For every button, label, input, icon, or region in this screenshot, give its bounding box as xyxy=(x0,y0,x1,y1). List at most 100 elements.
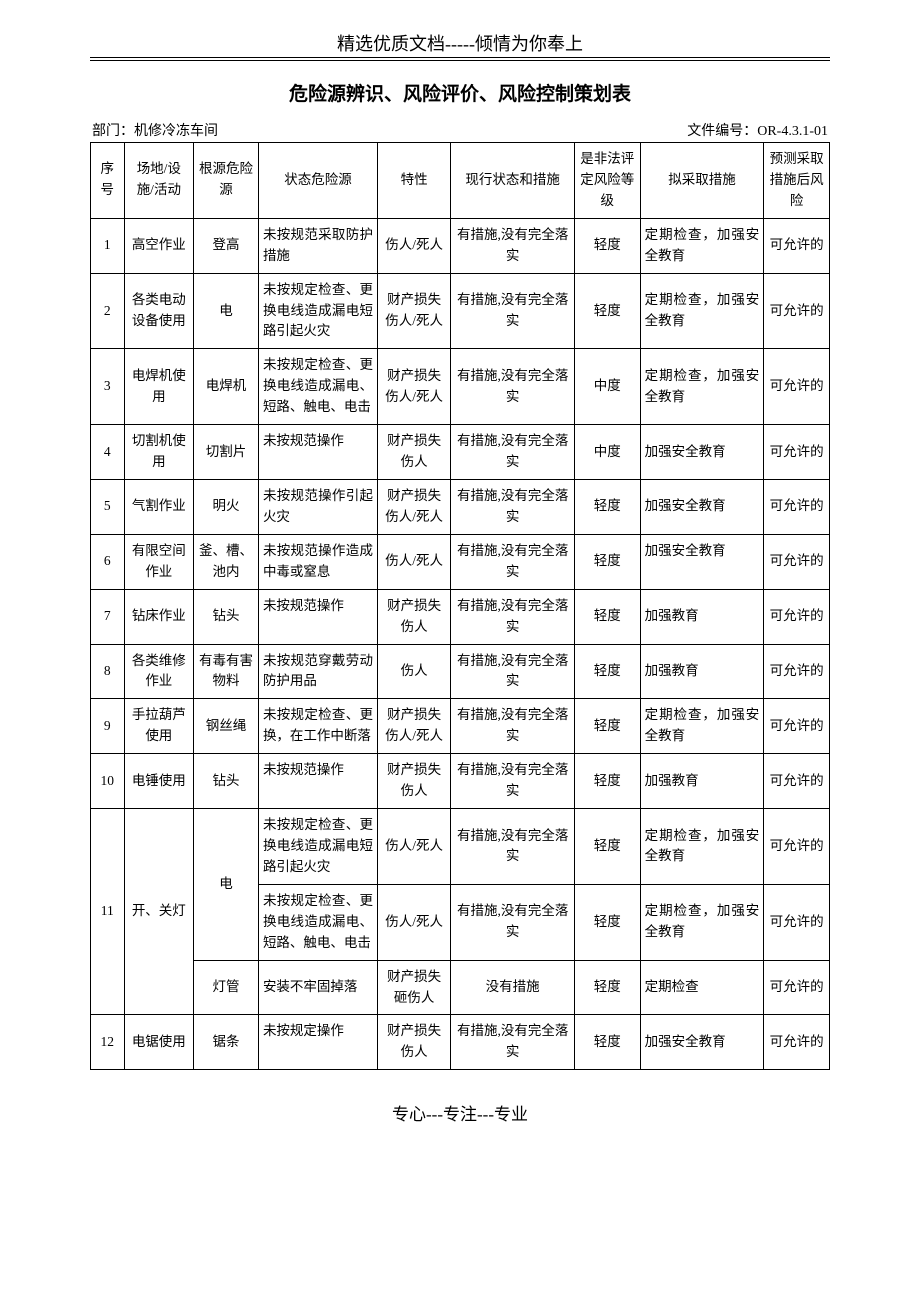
table-cell: 各类维修作业 xyxy=(124,644,193,699)
table-cell: 轻度 xyxy=(574,754,640,809)
table-cell: 轻度 xyxy=(574,218,640,273)
table-cell: 5 xyxy=(91,479,125,534)
table-cell: 伤人/死人 xyxy=(378,884,451,960)
table-row: 11开、关灯电未按规定检查、更换电线造成漏电短路引起火灾伤人/死人有措施,没有完… xyxy=(91,809,830,885)
table-cell: 轻度 xyxy=(574,644,640,699)
table-row: 10电锤使用钻头未按规范操作财产损失伤人有措施,没有完全落实轻度加强教育可允许的 xyxy=(91,754,830,809)
table-cell: 定期检查 xyxy=(640,960,764,1015)
table-cell: 9 xyxy=(91,699,125,754)
table-cell: 加强安全教育 xyxy=(640,1015,764,1070)
document-page: 精选优质文档-----倾情为你奉上 危险源辨识、风险评价、风险控制策划表 部门：… xyxy=(0,0,920,1165)
table-cell: 可允许的 xyxy=(764,699,830,754)
table-cell: 定期检查，加强安全教育 xyxy=(640,218,764,273)
table-cell: 电焊机 xyxy=(194,349,259,425)
table-cell: 加强安全教育 xyxy=(640,425,764,480)
table-cell: 有措施,没有完全落实 xyxy=(451,425,575,480)
table-body: 1高空作业登高未按规范采取防护措施伤人/死人有措施,没有完全落实轻度定期检查，加… xyxy=(91,218,830,1070)
department-label: 部门：机修冷冻车间 xyxy=(92,120,218,140)
table-row: 2各类电动设备使用电未按规定检查、更换电线造成漏电短路引起火灾财产损失伤人/死人… xyxy=(91,273,830,349)
table-cell: 未按规定检查、更换，在工作中断落 xyxy=(258,699,377,754)
table-cell: 可允许的 xyxy=(764,884,830,960)
table-cell: 可允许的 xyxy=(764,534,830,589)
table-cell: 电 xyxy=(194,273,259,349)
table-cell: 气割作业 xyxy=(124,479,193,534)
table-cell: 未按规范操作 xyxy=(258,425,377,480)
table-cell: 未按规定检查、更换电线造成漏电短路引起火灾 xyxy=(258,809,377,885)
table-cell: 8 xyxy=(91,644,125,699)
document-title: 危险源辨识、风险评价、风险控制策划表 xyxy=(90,79,830,106)
table-cell: 伤人/死人 xyxy=(378,218,451,273)
table-cell: 未按规定检查、更换电线造成漏电短路引起火灾 xyxy=(258,273,377,349)
page-top-header: 精选优质文档-----倾情为你奉上 xyxy=(90,30,830,61)
table-row: 灯管安装不牢固掉落财产损失砸伤人没有措施轻度定期检查可允许的 xyxy=(91,960,830,1015)
table-cell: 有限空间作业 xyxy=(124,534,193,589)
table-cell: 可允许的 xyxy=(764,425,830,480)
table-row: 8各类维修作业有毒有害物料未按规范穿戴劳动防护用品伤人有措施,没有完全落实轻度加… xyxy=(91,644,830,699)
table-cell: 轻度 xyxy=(574,1015,640,1070)
table-cell: 未按规定操作 xyxy=(258,1015,377,1070)
col-header: 根源危险源 xyxy=(194,143,259,219)
table-cell: 加强教育 xyxy=(640,589,764,644)
table-cell: 未按规范操作 xyxy=(258,589,377,644)
table-row: 5气割作业明火未按规范操作引起火灾财产损失伤人/死人有措施,没有完全落实轻度加强… xyxy=(91,479,830,534)
table-cell: 可允许的 xyxy=(764,754,830,809)
table-cell: 轻度 xyxy=(574,884,640,960)
table-cell: 钻床作业 xyxy=(124,589,193,644)
table-cell: 灯管 xyxy=(194,960,259,1015)
table-cell: 7 xyxy=(91,589,125,644)
table-cell: 2 xyxy=(91,273,125,349)
table-cell: 各类电动设备使用 xyxy=(124,273,193,349)
table-cell: 财产损失伤人/死人 xyxy=(378,479,451,534)
table-cell: 定期检查，加强安全教育 xyxy=(640,884,764,960)
table-row: 6有限空间作业釜、槽、池内未按规范操作造成中毒或窒息伤人/死人有措施,没有完全落… xyxy=(91,534,830,589)
table-cell: 未按规范穿戴劳动防护用品 xyxy=(258,644,377,699)
table-cell: 有措施,没有完全落实 xyxy=(451,644,575,699)
col-header: 现行状态和措施 xyxy=(451,143,575,219)
table-cell: 未按规定检查、更换电线造成漏电、短路、触电、电击 xyxy=(258,349,377,425)
table-cell: 10 xyxy=(91,754,125,809)
table-row: 12电锯使用锯条未按规定操作财产损失伤人有措施,没有完全落实轻度加强安全教育可允… xyxy=(91,1015,830,1070)
table-cell: 3 xyxy=(91,349,125,425)
table-cell: 轻度 xyxy=(574,589,640,644)
table-cell: 钢丝绳 xyxy=(194,699,259,754)
table-cell: 财产损失伤人 xyxy=(378,1015,451,1070)
table-cell: 4 xyxy=(91,425,125,480)
table-row: 7钻床作业钻头未按规范操作财产损失伤人有措施,没有完全落实轻度加强教育可允许的 xyxy=(91,589,830,644)
table-cell: 可允许的 xyxy=(764,349,830,425)
table-cell: 加强安全教育 xyxy=(640,534,764,589)
table-cell: 有措施,没有完全落实 xyxy=(451,218,575,273)
table-cell: 可允许的 xyxy=(764,589,830,644)
col-header: 是非法评定风险等级 xyxy=(574,143,640,219)
table-cell: 可允许的 xyxy=(764,273,830,349)
table-cell: 中度 xyxy=(574,349,640,425)
table-cell: 有措施,没有完全落实 xyxy=(451,754,575,809)
col-header: 预测采取措施后风险 xyxy=(764,143,830,219)
table-cell: 没有措施 xyxy=(451,960,575,1015)
table-cell: 可允许的 xyxy=(764,479,830,534)
table-cell: 1 xyxy=(91,218,125,273)
table-cell: 12 xyxy=(91,1015,125,1070)
table-cell: 轻度 xyxy=(574,960,640,1015)
table-cell: 财产损失砸伤人 xyxy=(378,960,451,1015)
table-cell: 有措施,没有完全落实 xyxy=(451,349,575,425)
table-cell: 轻度 xyxy=(574,699,640,754)
table-cell: 财产损失伤人 xyxy=(378,589,451,644)
table-cell: 未按规范操作引起火灾 xyxy=(258,479,377,534)
table-cell: 釜、槽、池内 xyxy=(194,534,259,589)
table-cell: 中度 xyxy=(574,425,640,480)
table-cell: 有措施,没有完全落实 xyxy=(451,809,575,885)
table-cell: 有措施,没有完全落实 xyxy=(451,589,575,644)
table-cell: 有措施,没有完全落实 xyxy=(451,1015,575,1070)
table-cell: 有措施,没有完全落实 xyxy=(451,479,575,534)
risk-table: 序号 场地/设施/活动 根源危险源 状态危险源 特性 现行状态和措施 是非法评定… xyxy=(90,142,830,1070)
table-cell: 加强安全教育 xyxy=(640,479,764,534)
table-cell: 财产损失伤人/死人 xyxy=(378,699,451,754)
table-cell: 财产损失伤人/死人 xyxy=(378,349,451,425)
table-cell: 定期检查，加强安全教育 xyxy=(640,809,764,885)
table-cell: 安装不牢固掉落 xyxy=(258,960,377,1015)
table-cell: 未按规范采取防护措施 xyxy=(258,218,377,273)
table-cell: 伤人 xyxy=(378,644,451,699)
table-cell: 电 xyxy=(194,809,259,961)
table-cell: 可允许的 xyxy=(764,809,830,885)
table-cell: 可允许的 xyxy=(764,644,830,699)
